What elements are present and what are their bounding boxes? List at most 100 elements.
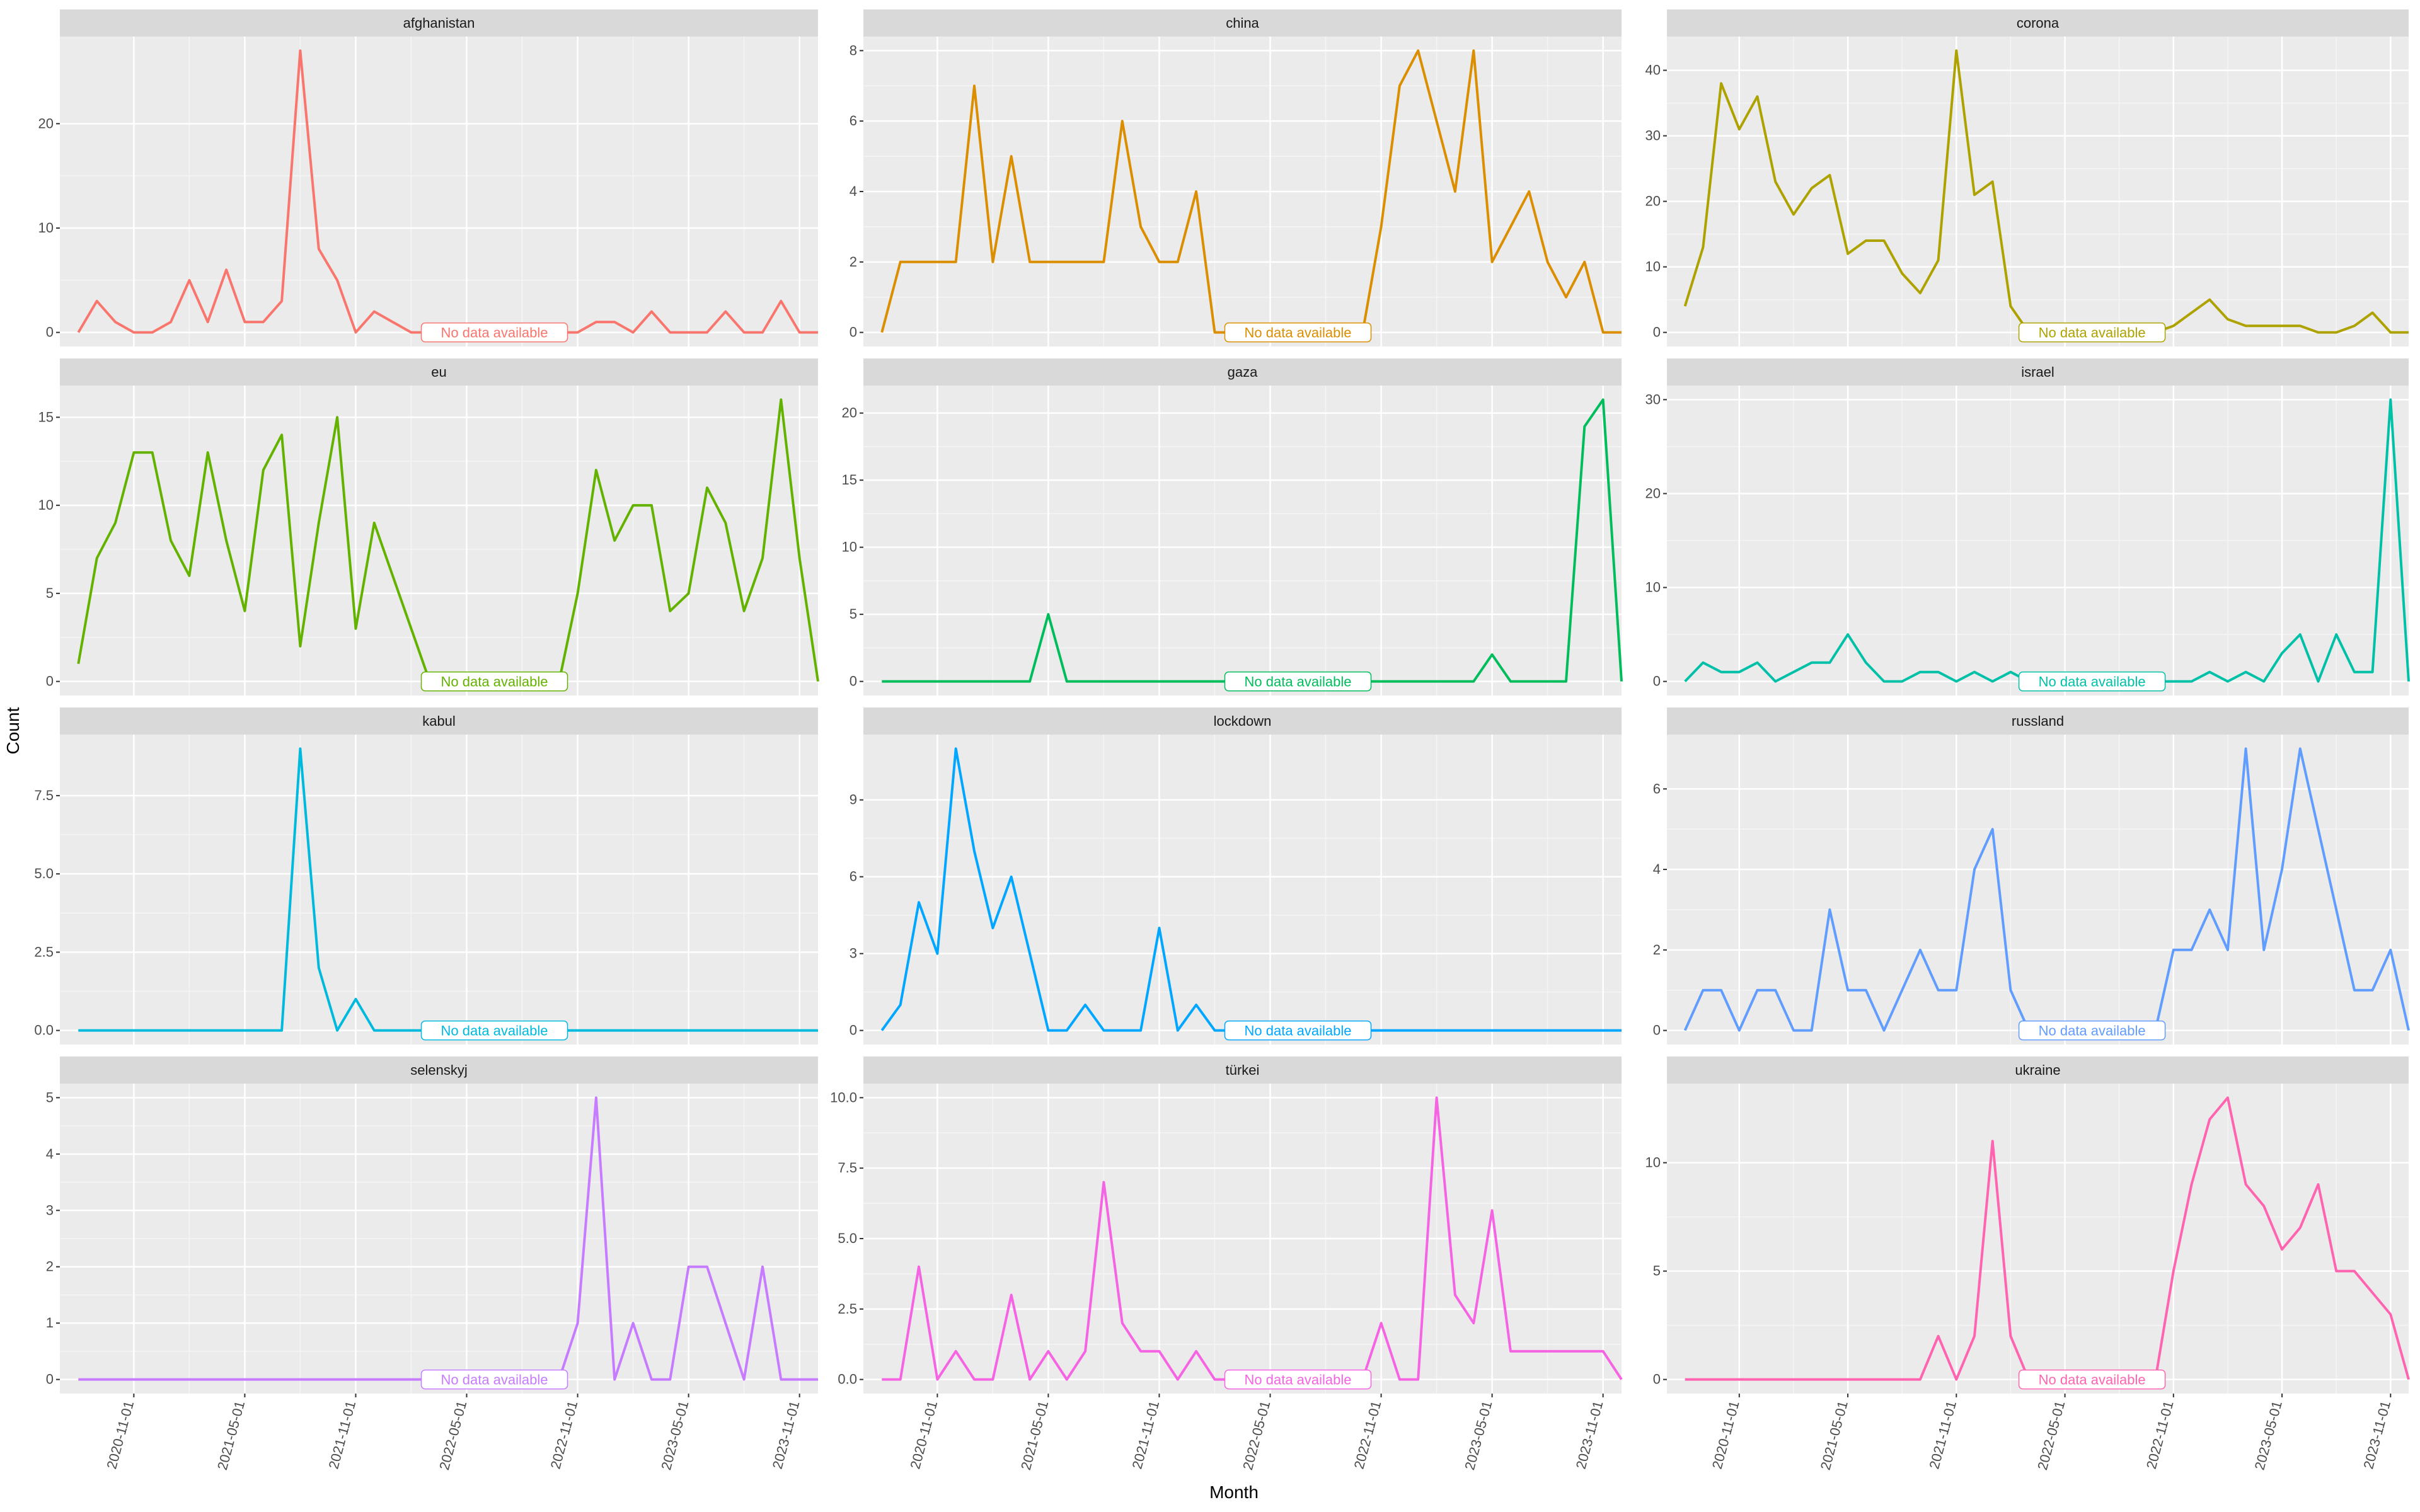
no-data-label-box (420, 322, 568, 343)
y-tick-label: 2.5 (34, 944, 54, 959)
x-axis-title: Month (1209, 1482, 1259, 1502)
facet-title: russland (2012, 713, 2064, 729)
no-data-label: No data available (441, 1372, 548, 1388)
facet-title: israel (2021, 364, 2054, 380)
y-tick-label: 0 (1653, 673, 1661, 689)
panel-corona: corona 0 10 20 30 40 No data available (1645, 9, 2409, 346)
facet-strip (60, 358, 818, 386)
y-tick-label: 8 (850, 42, 857, 58)
y-tick-label: 3 (46, 1202, 54, 1218)
y-tick-label: 6 (1653, 781, 1661, 796)
no-data-label-box (420, 1020, 568, 1041)
y-tick-label: 30 (1645, 128, 1661, 144)
y-tick-label: 10 (38, 220, 54, 236)
y-tick-label: 5 (850, 606, 857, 622)
panel-background (1667, 735, 2409, 1045)
y-tick-label: 7.5 (34, 788, 54, 803)
no-data-label: No data available (2039, 325, 2146, 341)
y-tick-label: 3 (850, 946, 857, 961)
y-tick-label: 4 (46, 1146, 54, 1162)
panel-eu: eu 0 5 10 15 No data available (38, 358, 819, 696)
panel-background (60, 37, 818, 346)
y-tick-label: 10 (38, 497, 54, 513)
facet-strip (60, 9, 818, 37)
y-tick-label: 9 (850, 792, 857, 808)
facet-title: china (1226, 15, 1259, 31)
y-tick-label: 0.0 (838, 1372, 857, 1387)
no-data-label: No data available (2039, 674, 2146, 690)
facet-strip (863, 9, 1622, 37)
y-tick-label: 30 (1645, 391, 1661, 407)
y-tick-label: 0 (1653, 1022, 1661, 1038)
y-tick-label: 5 (46, 585, 54, 601)
y-tick-label: 15 (38, 409, 54, 425)
no-data-label-box (2018, 1020, 2166, 1041)
facet-title: gaza (1228, 364, 1258, 380)
no-data-label: No data available (1245, 1023, 1352, 1039)
facet-strip (863, 358, 1622, 386)
y-tick-label: 10 (1645, 259, 1661, 275)
y-tick-label: 10 (1645, 1155, 1661, 1171)
facet-strip (1667, 707, 2409, 735)
y-tick-label: 0.0 (34, 1022, 54, 1038)
y-tick-label: 20 (842, 405, 857, 421)
y-tick-label: 2.5 (838, 1301, 857, 1317)
no-data-label-box (420, 1369, 568, 1390)
y-tick-label: 40 (1645, 62, 1661, 78)
facet-strip (60, 707, 818, 735)
panel-china: china 0 2 4 6 8 No data available (850, 9, 1622, 346)
panel-gaza: gaza 0 5 10 15 20 No data available (842, 358, 1623, 696)
y-tick-label: 5 (46, 1089, 54, 1105)
no-data-label-box (420, 671, 568, 692)
panel-background (863, 735, 1622, 1045)
y-tick-label: 0 (850, 673, 857, 689)
facet-title: selenskyj (410, 1062, 467, 1078)
facet-strip (863, 1057, 1622, 1084)
no-data-label: No data available (2039, 1372, 2146, 1388)
facet-strip (1667, 1057, 2409, 1084)
y-tick-label: 2 (1653, 942, 1661, 958)
panel-russland: russland 0 2 4 6 No data available (1653, 707, 2410, 1045)
y-tick-label: 5.0 (838, 1230, 857, 1246)
y-tick-label: 0 (1653, 324, 1661, 340)
no-data-label: No data available (2039, 1023, 2146, 1039)
facet-strip (863, 707, 1622, 735)
facet-title: eu (431, 364, 446, 380)
y-tick-label: 5 (1653, 1263, 1661, 1279)
panel-background (60, 735, 818, 1045)
facet-strip (60, 1057, 818, 1084)
y-tick-label: 0 (46, 673, 54, 689)
panel-background (60, 386, 818, 696)
facet-title: türkei (1226, 1062, 1260, 1078)
no-data-label-box (1224, 1020, 1372, 1041)
no-data-label: No data available (441, 325, 548, 341)
no-data-label-box (2018, 322, 2166, 343)
y-tick-label: 10 (842, 539, 857, 555)
no-data-label: No data available (1245, 325, 1352, 341)
y-tick-label: 2 (850, 254, 857, 270)
y-tick-label: 6 (850, 869, 857, 885)
y-tick-label: 6 (850, 113, 857, 129)
panel-kabul: kabul 0.0 2.5 5.0 7.5 No data available (34, 707, 818, 1045)
panel-background (863, 386, 1622, 696)
no-data-label-box (1224, 1369, 1372, 1390)
y-tick-label: 20 (38, 115, 54, 131)
y-tick-label: 0 (1653, 1372, 1661, 1387)
y-tick-label: 15 (842, 472, 857, 488)
panel-background (1667, 37, 2409, 346)
y-tick-label: 20 (1645, 485, 1661, 501)
panel-afghanistan: afghanistan 0 10 20 No data available (38, 9, 818, 346)
y-tick-label: 2 (46, 1259, 54, 1274)
y-tick-label: 0 (46, 1372, 54, 1387)
no-data-label-box (2018, 1369, 2166, 1390)
y-tick-label: 10.0 (830, 1089, 857, 1105)
facet-strip (1667, 9, 2409, 37)
y-tick-label: 0 (850, 324, 857, 340)
panel-background (1667, 1084, 2409, 1394)
no-data-label-box (2018, 671, 2166, 692)
no-data-label: No data available (441, 1023, 548, 1039)
